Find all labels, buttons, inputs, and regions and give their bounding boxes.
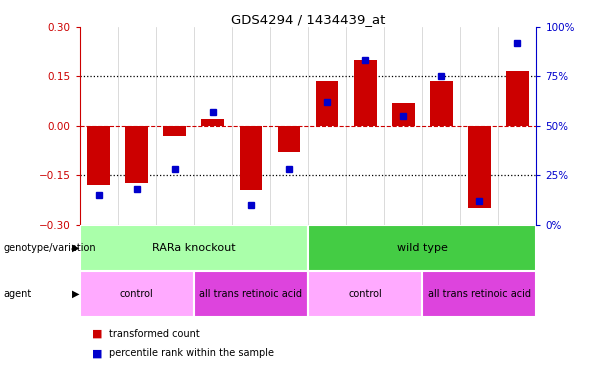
Text: control: control xyxy=(120,289,154,299)
Bar xyxy=(87,126,110,185)
Text: agent: agent xyxy=(3,289,31,299)
Bar xyxy=(468,126,490,208)
Bar xyxy=(422,271,536,317)
Text: ■: ■ xyxy=(92,348,102,358)
Text: all trans retinoic acid: all trans retinoic acid xyxy=(199,289,302,299)
Bar xyxy=(164,126,186,136)
Title: GDS4294 / 1434439_at: GDS4294 / 1434439_at xyxy=(231,13,385,26)
Bar xyxy=(240,126,262,190)
Text: genotype/variation: genotype/variation xyxy=(3,243,96,253)
Text: percentile rank within the sample: percentile rank within the sample xyxy=(109,348,274,358)
Bar xyxy=(430,81,452,126)
Text: all trans retinoic acid: all trans retinoic acid xyxy=(428,289,531,299)
Bar xyxy=(506,71,529,126)
Bar xyxy=(194,271,308,317)
Bar xyxy=(202,119,224,126)
Bar xyxy=(278,126,300,152)
Bar xyxy=(354,60,376,126)
Text: transformed count: transformed count xyxy=(109,329,200,339)
Bar xyxy=(316,81,338,126)
Text: wild type: wild type xyxy=(397,243,447,253)
Text: ■: ■ xyxy=(92,329,102,339)
Bar xyxy=(308,271,422,317)
Text: ▶: ▶ xyxy=(72,289,80,299)
Bar xyxy=(308,225,536,271)
Bar xyxy=(125,126,148,184)
Bar xyxy=(80,271,194,317)
Text: ▶: ▶ xyxy=(72,243,80,253)
Text: RARa knockout: RARa knockout xyxy=(152,243,235,253)
Bar xyxy=(392,103,414,126)
Text: control: control xyxy=(348,289,382,299)
Bar xyxy=(80,225,308,271)
